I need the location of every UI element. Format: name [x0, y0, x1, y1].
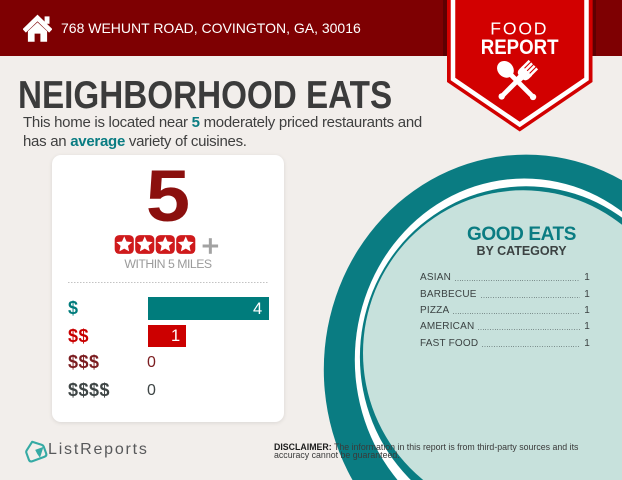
- svg-text:REPORT: REPORT: [481, 36, 559, 59]
- svg-text:FOOD: FOOD: [490, 18, 548, 38]
